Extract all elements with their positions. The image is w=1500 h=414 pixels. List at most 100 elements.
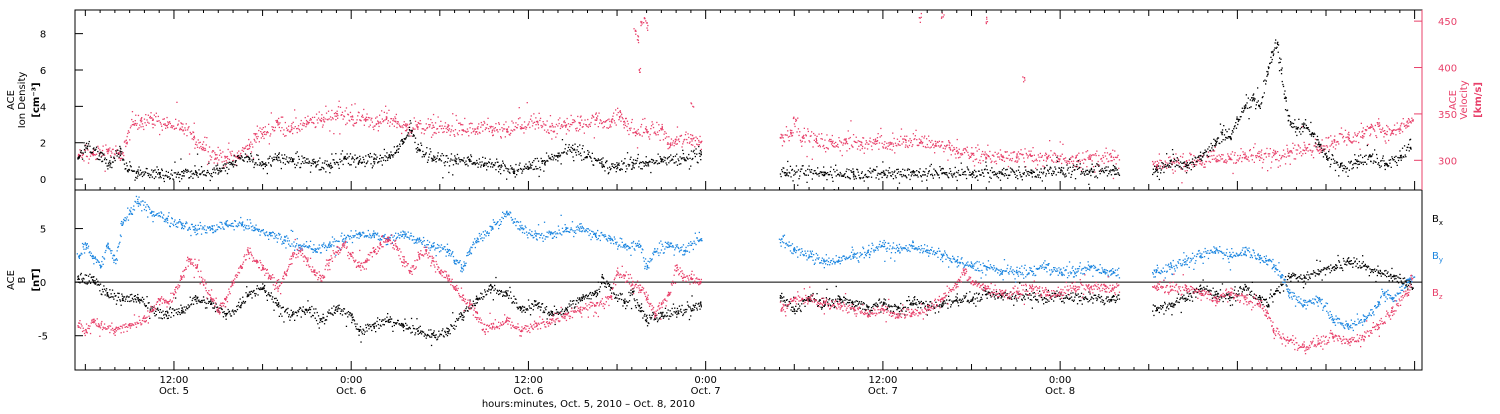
- data-point-density: [317, 161, 318, 162]
- data-point-velocity: [196, 144, 197, 145]
- data-point-density: [555, 155, 556, 156]
- data-point-velocity: [1354, 132, 1355, 133]
- data-point-density: [1351, 168, 1352, 169]
- data-point-density: [280, 161, 281, 162]
- data-point-density: [808, 175, 809, 176]
- data-point-density: [117, 155, 118, 156]
- data-point-Bx: [281, 316, 282, 317]
- data-point-density: [1402, 148, 1403, 149]
- data-point-density: [380, 161, 381, 162]
- data-point-velocity: [569, 126, 570, 127]
- data-point-velocity: [104, 155, 105, 156]
- data-point-velocity: [547, 120, 548, 121]
- data-point-velocity: [1059, 158, 1060, 159]
- data-point-density: [196, 175, 197, 176]
- data-point-density: [1179, 166, 1180, 167]
- data-point-velocity: [1227, 153, 1228, 154]
- data-point-density: [1255, 108, 1256, 109]
- data-point-density: [1342, 165, 1343, 166]
- data-point-velocity: [1072, 156, 1073, 157]
- data-point-density: [1332, 155, 1333, 156]
- data-point-velocity: [1111, 157, 1112, 158]
- data-point-density: [808, 165, 809, 166]
- data-point-velocity: [420, 123, 421, 124]
- data-point-velocity: [446, 132, 447, 133]
- data-point-density: [1319, 144, 1320, 145]
- data-point-velocity: [301, 120, 302, 121]
- data-point-velocity: [189, 153, 190, 154]
- data-point-density: [389, 154, 390, 155]
- data-point-Bx: [176, 309, 177, 310]
- data-point-velocity: [1026, 153, 1027, 154]
- data-point-density: [249, 159, 250, 160]
- data-point-density: [587, 150, 588, 151]
- data-point-velocity: [542, 126, 543, 127]
- data-point-density: [664, 157, 665, 158]
- data-point-density: [302, 161, 303, 162]
- data-point-density: [809, 169, 810, 170]
- data-point-velocity: [859, 141, 860, 142]
- data-point-density: [97, 158, 98, 159]
- data-point-velocity: [1022, 76, 1023, 77]
- data-point-density: [616, 168, 617, 169]
- data-point-velocity: [1348, 138, 1349, 139]
- data-point-velocity: [1244, 158, 1245, 159]
- data-point-density: [443, 155, 444, 156]
- data-point-velocity: [627, 130, 628, 131]
- data-point-velocity: [906, 136, 907, 137]
- data-point-velocity: [918, 145, 919, 146]
- data-point-velocity: [431, 128, 432, 129]
- data-point-velocity: [432, 122, 433, 123]
- data-point-density: [614, 164, 615, 165]
- data-point-density: [414, 135, 415, 136]
- data-point-velocity: [186, 123, 187, 124]
- data-point-density: [896, 169, 897, 170]
- data-point-velocity: [1107, 152, 1108, 153]
- data-point-velocity: [636, 130, 637, 131]
- data-point-velocity: [351, 104, 352, 105]
- data-point-velocity: [464, 118, 465, 119]
- data-point-density: [545, 164, 546, 165]
- data-point-velocity: [1311, 154, 1312, 155]
- data-point-velocity: [157, 121, 158, 122]
- data-point-velocity: [169, 121, 170, 122]
- data-point-velocity: [477, 126, 478, 127]
- data-point-velocity: [1114, 150, 1115, 151]
- data-point-density: [1365, 162, 1366, 163]
- data-point-density: [250, 153, 251, 154]
- data-point-density: [489, 159, 490, 160]
- data-point-density: [1215, 144, 1216, 145]
- data-point-velocity: [970, 157, 971, 158]
- data-point-velocity: [532, 125, 533, 126]
- data-point-velocity: [862, 146, 863, 147]
- data-point-density: [477, 167, 478, 168]
- data-point-Bx: [380, 326, 381, 327]
- data-point-density: [644, 166, 645, 167]
- data-point-density: [580, 153, 581, 154]
- data-point-Bx: [268, 292, 269, 293]
- data-point-velocity: [839, 140, 840, 141]
- data-point-velocity: [820, 146, 821, 147]
- data-point-density: [1222, 129, 1223, 130]
- data-point-velocity: [454, 136, 455, 137]
- data-point-density: [603, 164, 604, 165]
- data-point-Bx: [271, 299, 272, 300]
- data-point-velocity: [650, 128, 651, 129]
- data-point-Bx: [378, 324, 379, 325]
- data-point-velocity: [517, 124, 518, 125]
- data-point-density: [518, 169, 519, 170]
- data-point-density: [510, 165, 511, 166]
- data-point-velocity: [796, 131, 797, 132]
- data-point-density: [930, 174, 931, 175]
- data-point-density: [1097, 177, 1098, 178]
- data-point-Bx: [276, 302, 277, 303]
- data-point-velocity: [1002, 156, 1003, 157]
- data-point-density: [983, 176, 984, 177]
- data-point-density: [168, 176, 169, 177]
- data-point-velocity: [509, 134, 510, 135]
- data-point-density: [505, 168, 506, 169]
- data-point-velocity: [1071, 161, 1072, 162]
- data-point-velocity: [691, 144, 692, 145]
- data-point-velocity: [1393, 129, 1394, 130]
- data-point-density: [676, 161, 677, 162]
